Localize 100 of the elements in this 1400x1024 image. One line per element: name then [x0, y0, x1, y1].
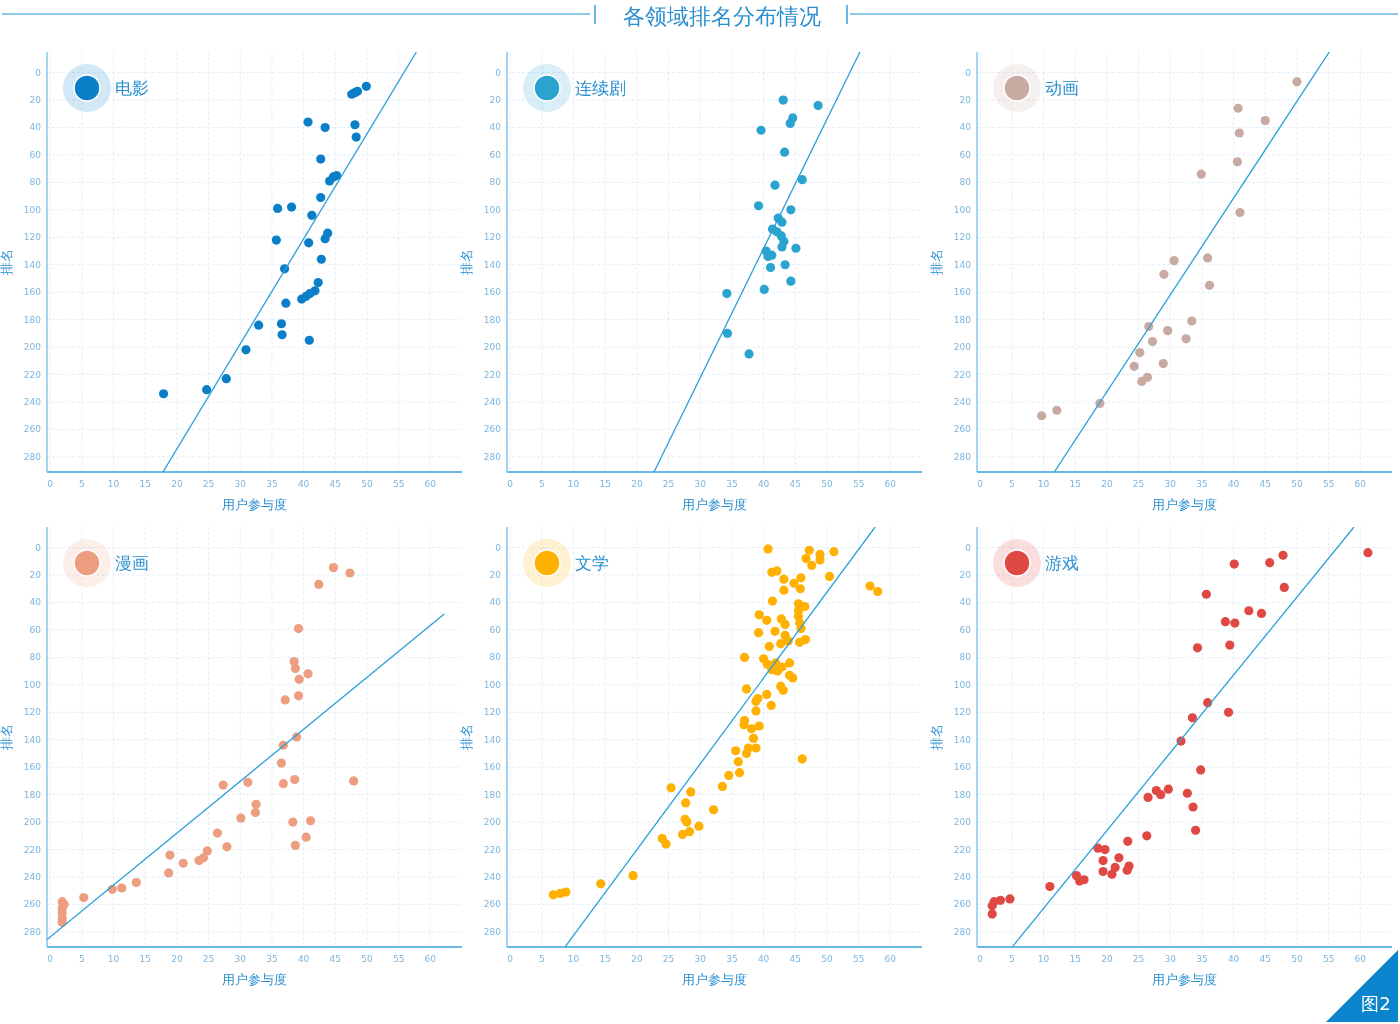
- point: [1123, 836, 1133, 846]
- point: [297, 294, 307, 304]
- point: [785, 118, 795, 128]
- x-tick-label: 25: [202, 954, 215, 964]
- y-tick-label: 80: [29, 652, 42, 663]
- point: [202, 385, 212, 395]
- y-tick-label: 200: [23, 817, 42, 828]
- y-tick-label: 40: [959, 597, 972, 608]
- x-axis-title: 用户参与度: [1152, 497, 1217, 512]
- point: [221, 374, 231, 384]
- point: [254, 320, 264, 330]
- y-tick-label: 100: [23, 204, 42, 215]
- y-tick-label: 120: [483, 232, 502, 243]
- x-tick-label: 0: [977, 479, 984, 489]
- point: [1292, 77, 1302, 87]
- y-tick-label: 140: [23, 734, 42, 745]
- y-tick-label: 180: [483, 314, 502, 325]
- point: [1232, 157, 1242, 167]
- x-tick-label: 35: [726, 954, 738, 964]
- point: [250, 807, 261, 818]
- y-tick-label: 100: [23, 679, 42, 690]
- x-tick-label: 45: [789, 479, 802, 489]
- y-axis-title: 排名: [459, 249, 474, 275]
- point: [1122, 865, 1132, 875]
- y-tick-label: 120: [953, 707, 972, 718]
- x-tick-label: 45: [1259, 954, 1272, 964]
- y-tick-label: 40: [489, 122, 502, 133]
- legend-label: 游戏: [1045, 553, 1079, 573]
- point: [1129, 361, 1139, 371]
- x-axis-title: 用户参与度: [682, 497, 747, 512]
- point: [301, 832, 311, 842]
- y-tick-label: 20: [29, 570, 42, 581]
- x-tick-label: 0: [47, 954, 54, 964]
- point: [1098, 855, 1108, 866]
- point: [759, 284, 769, 295]
- point: [1225, 640, 1235, 650]
- y-tick-label: 180: [953, 314, 972, 325]
- y-tick-label: 0: [35, 67, 42, 78]
- y-axis-title: 排名: [459, 724, 474, 750]
- point: [1045, 882, 1055, 892]
- point: [286, 202, 297, 212]
- point: [307, 210, 317, 220]
- point: [117, 883, 127, 893]
- y-tick-label: 80: [959, 652, 972, 663]
- point: [1147, 337, 1158, 347]
- point: [744, 349, 754, 359]
- point: [1201, 589, 1211, 599]
- x-tick-label: 0: [507, 479, 514, 489]
- point: [770, 180, 780, 190]
- point: [349, 776, 359, 786]
- y-tick-label: 100: [953, 204, 972, 215]
- x-tick-label: 60: [424, 954, 437, 964]
- caption: 图2: [1361, 993, 1391, 1014]
- point: [164, 868, 174, 878]
- x-tick-label: 30: [694, 479, 707, 489]
- point: [786, 276, 796, 286]
- point: [778, 95, 788, 105]
- y-tick-label: 80: [959, 177, 972, 188]
- point: [1265, 558, 1275, 568]
- point: [722, 328, 733, 338]
- point: [276, 758, 287, 768]
- y-tick-label: 240: [953, 872, 972, 882]
- x-tick-label: 25: [202, 479, 215, 489]
- point: [178, 858, 188, 868]
- x-tick-label: 45: [789, 954, 802, 964]
- point: [1244, 606, 1254, 616]
- x-tick-label: 10: [567, 479, 580, 489]
- y-tick-label: 20: [29, 95, 42, 106]
- y-tick-label: 160: [23, 287, 42, 298]
- point: [222, 842, 232, 852]
- y-tick-label: 180: [23, 314, 42, 325]
- x-tick-label: 5: [1008, 479, 1015, 489]
- y-tick-label: 40: [29, 122, 42, 133]
- point: [1135, 347, 1145, 358]
- y-tick-label: 60: [489, 149, 502, 160]
- point: [1220, 617, 1230, 627]
- x-axis-title: 用户参与度: [682, 972, 747, 987]
- x-tick-label: 55: [852, 954, 865, 964]
- x-tick-label: 35: [1196, 479, 1208, 489]
- x-tick-label: 60: [1354, 954, 1367, 964]
- legend: 游戏: [993, 539, 1079, 587]
- point: [1114, 853, 1124, 863]
- legend: 电影: [63, 64, 149, 112]
- x-tick-label: 5: [538, 954, 545, 964]
- point: [290, 840, 300, 851]
- x-tick-label: 10: [107, 954, 120, 964]
- point: [1278, 550, 1288, 560]
- y-tick-label: 20: [959, 570, 972, 581]
- x-tick-label: 55: [392, 479, 405, 489]
- y-tick-label: 20: [489, 570, 502, 581]
- y-tick-label: 100: [483, 204, 502, 215]
- x-tick-label: 15: [1069, 479, 1081, 489]
- point: [212, 828, 223, 838]
- point: [320, 234, 330, 244]
- point: [1163, 326, 1173, 336]
- y-tick-label: 240: [483, 872, 502, 882]
- point: [236, 813, 246, 823]
- y-tick-label: 0: [495, 542, 502, 553]
- y-tick-label: 120: [483, 707, 502, 718]
- legend: 漫画: [63, 539, 149, 587]
